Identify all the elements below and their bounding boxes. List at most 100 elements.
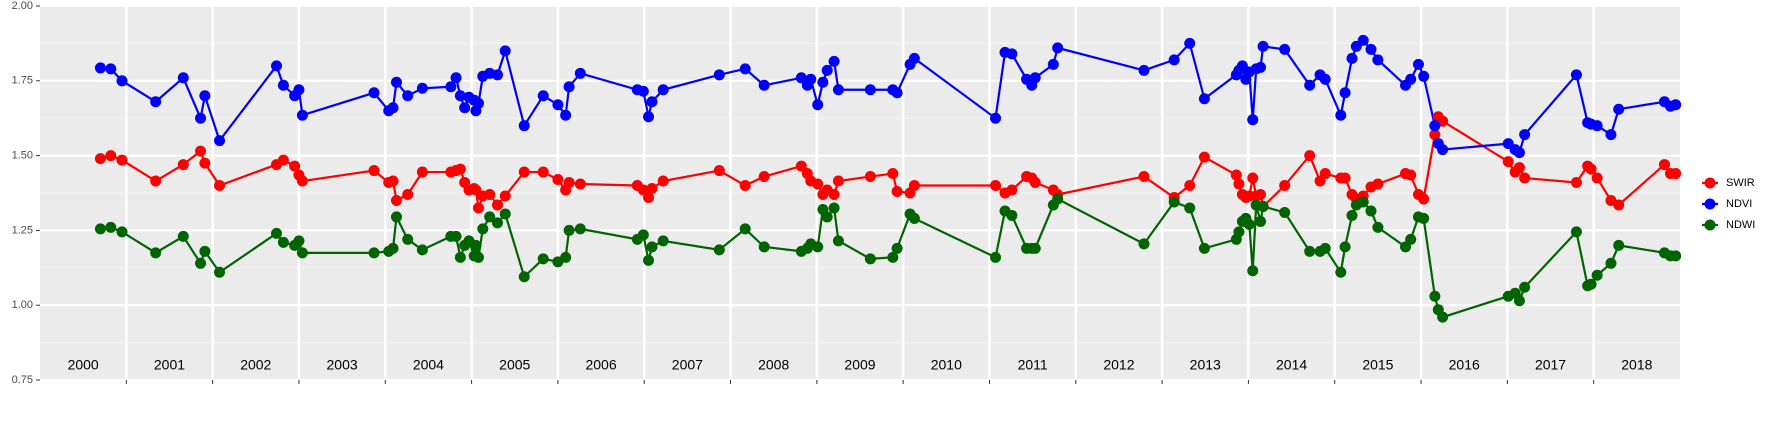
data-point (891, 186, 903, 198)
data-point (116, 154, 128, 166)
data-point (1405, 73, 1417, 85)
data-point (1138, 171, 1150, 183)
y-tick-label: 2.00 (12, 0, 33, 12)
data-point (105, 63, 117, 75)
data-point (1585, 278, 1597, 290)
data-point (1184, 180, 1196, 192)
data-point (1405, 169, 1417, 181)
year-label: 2000 (68, 357, 99, 373)
data-point (739, 63, 751, 75)
data-point (1279, 206, 1291, 218)
data-point (758, 79, 770, 91)
year-label: 2001 (154, 357, 185, 373)
data-point (1437, 144, 1449, 156)
y-tick-label: 1.75 (12, 75, 33, 87)
data-point (1591, 172, 1603, 184)
data-point (908, 180, 920, 192)
year-label: 2002 (240, 357, 271, 373)
data-point (1304, 150, 1316, 162)
data-point (402, 90, 414, 102)
data-point (105, 221, 117, 233)
data-point (1230, 169, 1242, 181)
legend-key (1704, 177, 1716, 189)
year-label: 2010 (931, 357, 962, 373)
data-point (1279, 43, 1291, 55)
data-point (445, 81, 457, 93)
data-point (828, 188, 840, 200)
data-point (1346, 209, 1358, 221)
legend-key (1704, 198, 1716, 210)
y-tick-label: 1.00 (12, 299, 33, 311)
legend-label: NDVI (1726, 198, 1752, 210)
data-point (518, 120, 530, 132)
data-point (1006, 209, 1018, 221)
data-point (864, 84, 876, 96)
data-point (832, 235, 844, 247)
data-point (891, 87, 903, 99)
data-point (887, 168, 899, 180)
data-point (472, 97, 484, 109)
data-point (296, 175, 308, 187)
data-point (1339, 241, 1351, 253)
data-point (739, 223, 751, 235)
data-point (713, 165, 725, 177)
data-point (1429, 129, 1441, 141)
legend-key (1704, 219, 1716, 231)
data-point (1585, 163, 1597, 175)
data-point (805, 73, 817, 85)
data-point (491, 217, 503, 229)
data-point (94, 62, 106, 74)
data-point (1339, 87, 1351, 99)
data-point (177, 72, 189, 84)
data-point (1357, 196, 1369, 208)
data-point (1357, 34, 1369, 46)
data-point (454, 90, 466, 102)
data-point (450, 72, 462, 84)
year-label: 2016 (1449, 357, 1480, 373)
data-point (1339, 172, 1351, 184)
data-point (477, 223, 489, 235)
data-point (1613, 103, 1625, 115)
data-point (1279, 180, 1291, 192)
data-point (1319, 242, 1331, 254)
data-point (195, 257, 207, 269)
data-point (1006, 184, 1018, 196)
data-point (1519, 172, 1531, 184)
data-point (537, 253, 549, 265)
data-point (293, 235, 305, 247)
data-point (574, 178, 586, 190)
data-point (1429, 290, 1441, 302)
data-point (713, 244, 725, 256)
data-point (454, 163, 466, 175)
data-point (864, 253, 876, 265)
data-point (795, 72, 807, 84)
data-point (454, 251, 466, 263)
data-point (832, 84, 844, 96)
data-point (416, 166, 428, 178)
data-point (1613, 199, 1625, 211)
data-point (637, 85, 649, 97)
data-point (1168, 54, 1180, 66)
data-point (1670, 168, 1682, 180)
data-point (1029, 242, 1041, 254)
data-point (214, 266, 226, 278)
data-point (1184, 37, 1196, 49)
data-point (1605, 257, 1617, 269)
data-point (1257, 40, 1269, 52)
data-point (1365, 43, 1377, 55)
data-point (499, 208, 511, 220)
data-point (387, 175, 399, 187)
data-point (1198, 93, 1210, 105)
data-point (832, 175, 844, 187)
data-point (296, 109, 308, 121)
data-point (199, 157, 211, 169)
data-point (402, 233, 414, 245)
data-point (1418, 70, 1430, 82)
data-point (552, 174, 564, 186)
data-point (643, 254, 655, 266)
data-point (1257, 200, 1269, 212)
data-point (277, 236, 289, 248)
data-point (1372, 54, 1384, 66)
data-point (1233, 226, 1245, 238)
